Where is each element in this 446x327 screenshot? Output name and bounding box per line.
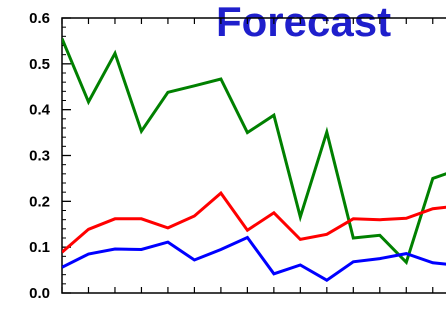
y-tick-label: 0.3 (29, 148, 50, 165)
chart-title: Forecast (216, 0, 391, 45)
y-tick-label: 0.2 (29, 193, 50, 210)
y-tick-label: 0.0 (29, 285, 50, 302)
y-tick-label: 0.5 (29, 56, 50, 73)
series-line-2 (62, 190, 446, 254)
series-line-3 (62, 235, 446, 282)
series-layer (62, 38, 446, 282)
x-axis (61, 18, 434, 293)
y-axis: 0.0 0.1 0.2 0.3 0.4 0.5 0.6 (29, 10, 71, 302)
y-tick-label: 0.4 (29, 102, 51, 119)
plot-frame (61, 17, 446, 294)
y-tick-label: 0.6 (29, 10, 50, 27)
series-line-1 (62, 38, 446, 266)
y-tick-label: 0.1 (29, 239, 50, 256)
